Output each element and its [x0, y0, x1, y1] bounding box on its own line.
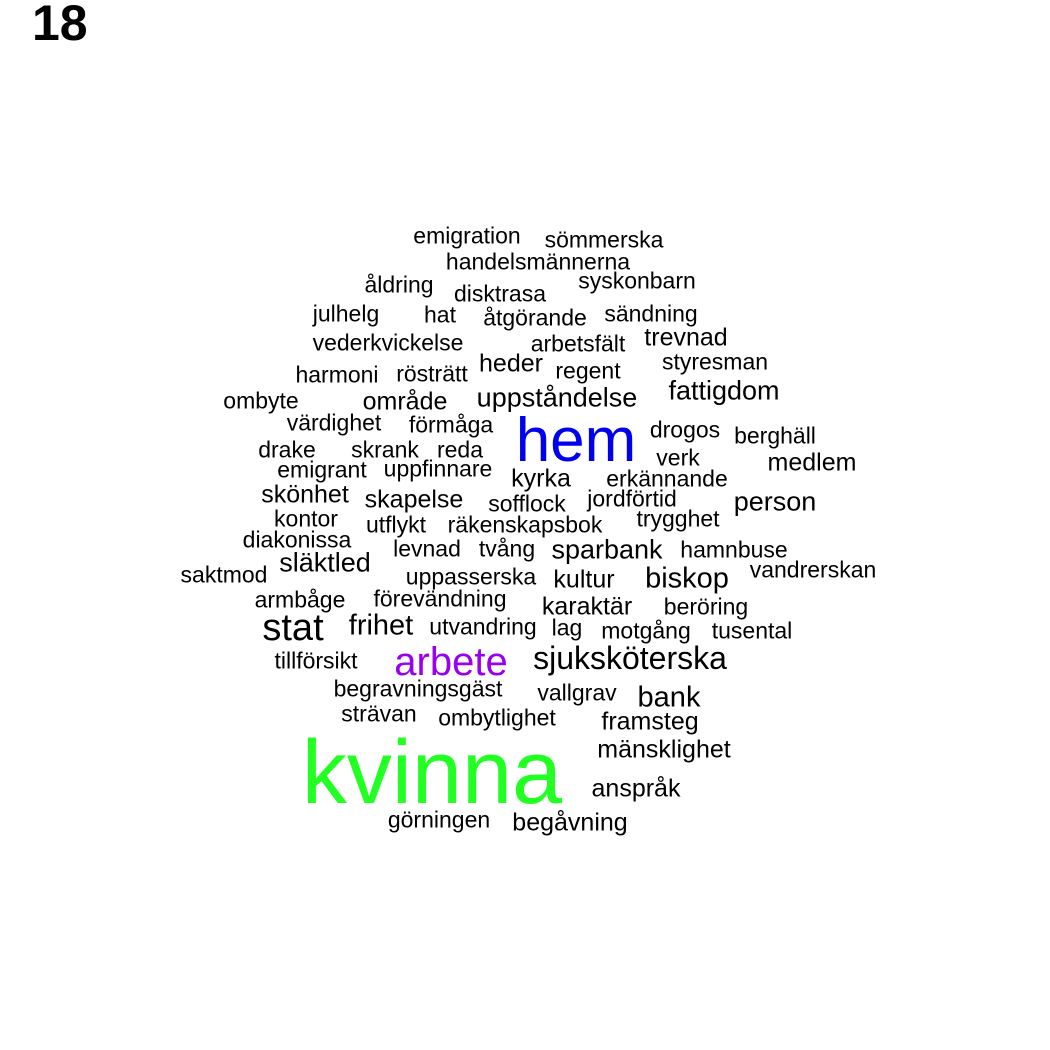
word-rakenskapsbok: räkenskapsbok — [447, 511, 603, 538]
word-uppstandelse: uppståndelse — [476, 382, 638, 413]
word-reda: reda — [436, 436, 484, 463]
word-mansklighet: mänsklighet — [597, 735, 731, 764]
word-skonhet: skönhet — [261, 480, 349, 509]
word-stat: stat — [262, 607, 324, 649]
word-stravan: strävan — [341, 700, 417, 727]
word-lag: lag — [551, 614, 583, 641]
word-tvang: tvång — [478, 535, 536, 562]
word-kultur: kultur — [553, 565, 615, 594]
word-arbete: arbete — [394, 640, 508, 684]
word-kvinna: kvinna — [301, 723, 563, 823]
word-bank: bank — [637, 681, 701, 714]
word-julhelg: julhelg — [312, 300, 380, 327]
word-emigration: emigration — [413, 222, 521, 249]
word-hamnbuse: hamnbuse — [680, 536, 788, 563]
word-syskonbarn: syskonbarn — [578, 267, 696, 294]
word-armbage: armbåge — [254, 586, 346, 613]
word-karaktar: karaktär — [541, 592, 633, 621]
word-framsteg: framsteg — [601, 707, 699, 736]
word-uppasserska: uppasserska — [405, 563, 537, 590]
word-motgang: motgång — [601, 617, 691, 644]
word-medlem: medlem — [767, 448, 857, 477]
word-heder: heder — [479, 349, 543, 378]
word-utvandring: utvandring — [429, 613, 537, 640]
word-drogos: drogos — [649, 416, 721, 443]
word-vandrerskan: vandrerskan — [749, 556, 877, 583]
page-number: 18 — [32, 0, 88, 51]
word-harmoni: harmoni — [295, 361, 379, 388]
word-kontor: kontor — [274, 505, 338, 532]
word-kyrka: kyrka — [511, 464, 571, 493]
word-berghall: berghäll — [734, 422, 816, 449]
word-ansprak: anspråk — [591, 774, 681, 803]
word-regent: regent — [555, 357, 621, 384]
word-sommerska: sömmerska — [544, 226, 664, 253]
word-slaktled: släktled — [279, 547, 371, 578]
word-vardighet: värdighet — [286, 409, 382, 436]
word-hat: hat — [424, 301, 456, 328]
word-trevnad: trevnad — [644, 323, 728, 352]
word-trygghet: trygghet — [636, 505, 720, 532]
word-skrank: skrank — [351, 436, 419, 463]
word-begavning: begåvning — [512, 808, 628, 837]
word-arbetsfalt: arbetsfält — [530, 330, 626, 357]
word-ombytlighet: ombytlighet — [438, 704, 556, 731]
word-emigrant: emigrant — [277, 456, 367, 483]
word-sandning: sändning — [604, 300, 698, 327]
word-fattigdom: fattigdom — [668, 375, 780, 406]
word-sparbank: sparbank — [551, 534, 663, 565]
word-omrade: område — [362, 387, 448, 416]
word-diakonissa: diakonissa — [242, 526, 352, 553]
word-rostratt: rösträtt — [396, 360, 468, 387]
word-vallgrav: vallgrav — [537, 679, 617, 706]
word-forevandning: förevändning — [373, 585, 507, 612]
word-erkannande: erkännande — [606, 465, 728, 492]
word-vederkvickelse: vederkvickelse — [312, 329, 464, 356]
word-uppfinnare: uppfinnare — [383, 455, 493, 482]
word-hem: hem — [515, 406, 637, 475]
word-formaga: förmåga — [408, 411, 494, 438]
word-disktrasa: disktrasa — [453, 280, 547, 307]
word-drake: drake — [258, 436, 316, 463]
word-beroring: beröring — [663, 593, 749, 620]
word-ombyte: ombyte — [223, 387, 299, 414]
word-jordfortid: jordförtid — [587, 485, 677, 512]
word-tusental: tusental — [711, 617, 793, 644]
word-gorningen: görningen — [387, 806, 491, 833]
word-begravningsgast: begravningsgäst — [333, 675, 503, 702]
word-saktmod: saktmod — [180, 561, 268, 588]
word-utflykt: utflykt — [365, 511, 427, 538]
word-verk: verk — [656, 444, 700, 471]
word-person: person — [733, 486, 817, 517]
word-aldring: åldring — [364, 271, 434, 298]
word-handelsmannerna: handelsmännerna — [445, 248, 631, 275]
word-biskop: biskop — [645, 562, 729, 595]
word-tillforsikt: tillförsikt — [274, 647, 358, 674]
word-atgorande: åtgörande — [483, 304, 587, 331]
word-frihet: frihet — [348, 609, 414, 642]
word-sjukskoterska: sjuksköterska — [533, 640, 727, 676]
word-levnad: levnad — [393, 535, 461, 562]
word-styresman: styresman — [661, 348, 769, 375]
word-sofflock: sofflock — [488, 490, 566, 517]
word-skapelse: skapelse — [364, 485, 464, 514]
